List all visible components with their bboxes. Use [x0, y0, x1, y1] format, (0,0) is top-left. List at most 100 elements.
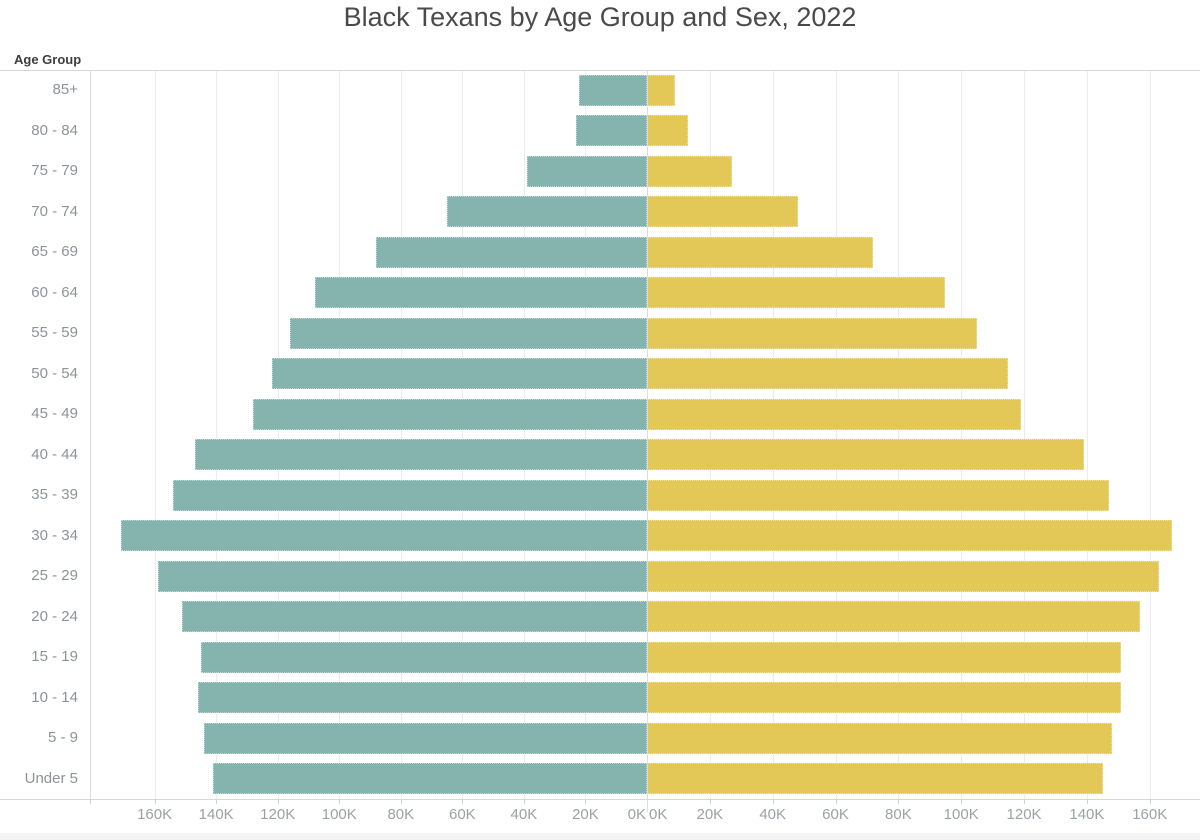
chart-title: Black Texans by Age Group and Sex, 2022	[343, 2, 857, 32]
gridline-right-120k	[1024, 71, 1026, 799]
bar-right-60-64[interactable]	[647, 277, 946, 309]
tick-label-right-0K: 0K	[649, 806, 668, 823]
bar-right-40-44[interactable]	[647, 439, 1084, 471]
age-group-label[interactable]: 70 - 74	[31, 202, 78, 220]
bar-right-75-79[interactable]	[647, 155, 732, 187]
bar-left-85+[interactable]	[579, 74, 647, 106]
tick-label-right-140K: 140K	[1069, 806, 1105, 823]
bar-right-5-9[interactable]	[647, 722, 1113, 754]
age-group-label[interactable]: 40 - 44	[31, 445, 78, 463]
gridline-right-20k	[709, 71, 711, 799]
bar-left-20-24[interactable]	[182, 601, 647, 633]
gridline-left-20k	[585, 71, 587, 799]
bar-left-40-44[interactable]	[194, 439, 647, 471]
gridline-left-120k	[277, 71, 279, 799]
bar-left-65-69[interactable]	[376, 236, 647, 268]
bar-left-Under5[interactable]	[213, 763, 647, 795]
tick-mark-right-160K	[1149, 799, 1151, 804]
tick-label-right-160K: 160K	[1132, 806, 1168, 823]
bar-left-5-9[interactable]	[203, 722, 647, 754]
age-group-axis-title: Age Group	[14, 52, 82, 67]
gridline-left-60k	[462, 71, 464, 799]
bar-left-50-54[interactable]	[271, 358, 647, 390]
bar-left-25-29[interactable]	[157, 560, 647, 592]
gridline-left-80k	[400, 71, 402, 799]
age-group-label[interactable]: 15 - 19	[31, 648, 78, 665]
age-group-label[interactable]: 35 - 39	[31, 486, 78, 503]
bottom-edge-strip	[0, 833, 1200, 840]
tick-mark-left-160K	[154, 799, 156, 804]
age-group-label[interactable]: 75 - 79	[31, 162, 78, 179]
bar-right-70-74[interactable]	[647, 196, 798, 228]
bar-right-85+[interactable]	[647, 74, 676, 106]
left-pane-border	[90, 70, 91, 804]
gridline-left-40k	[523, 71, 525, 799]
bar-right-15-19[interactable]	[647, 641, 1122, 673]
tick-mark-right-140K	[1086, 799, 1088, 804]
age-group-label[interactable]: 85+	[52, 81, 78, 98]
gridline-right-40k	[772, 71, 774, 799]
bar-right-25-29[interactable]	[647, 560, 1160, 592]
gridline-left-100k	[339, 71, 341, 799]
bar-right-10-14[interactable]	[647, 682, 1122, 714]
bar-left-80-84[interactable]	[576, 115, 647, 147]
tick-mark-right-100K	[961, 799, 963, 804]
tick-mark-left-100K	[339, 799, 341, 804]
age-group-label[interactable]: 60 - 64	[31, 283, 78, 301]
age-group-label[interactable]: 10 - 14	[31, 688, 78, 706]
bar-left-45-49[interactable]	[253, 398, 647, 430]
tick-mark-right-40K	[772, 799, 774, 804]
tick-label-right-40K: 40K	[759, 806, 787, 823]
age-group-label[interactable]: 30 - 34	[31, 526, 78, 544]
plot-top-border	[0, 70, 1200, 71]
age-group-label[interactable]: 55 - 59	[31, 324, 78, 341]
age-group-label[interactable]: 45 - 49	[31, 405, 78, 422]
age-group-label[interactable]: Under 5	[24, 769, 78, 787]
tick-label-left-20K: 20K	[572, 806, 599, 823]
tick-mark-left-140K	[216, 799, 218, 804]
tick-label-left-60K: 60K	[448, 806, 476, 823]
bar-right-80-84[interactable]	[647, 115, 688, 147]
age-group-label[interactable]: 20 - 24	[31, 607, 78, 625]
tick-mark-left-40K	[523, 799, 525, 804]
tick-label-left-80K: 80K	[387, 806, 415, 823]
center-axis-divider	[647, 70, 648, 812]
bar-left-55-59[interactable]	[290, 317, 647, 349]
bar-right-50-54[interactable]	[647, 358, 1009, 390]
tick-label-left-160K: 160K	[137, 806, 173, 823]
age-group-label[interactable]: 5 - 9	[47, 729, 78, 746]
tick-label-right-60K: 60K	[822, 806, 849, 823]
age-group-label[interactable]: 80 - 84	[31, 121, 78, 139]
bar-right-65-69[interactable]	[647, 236, 874, 268]
bar-left-15-19[interactable]	[200, 641, 647, 673]
bar-left-10-14[interactable]	[197, 682, 647, 714]
age-group-label[interactable]: 50 - 54	[31, 364, 78, 382]
gridline-right-60k	[835, 71, 837, 799]
bar-left-70-74[interactable]	[446, 196, 647, 228]
bar-right-30-34[interactable]	[647, 520, 1172, 552]
bar-right-35-39[interactable]	[647, 479, 1109, 511]
tick-mark-left-60K	[462, 799, 464, 804]
bar-left-75-79[interactable]	[526, 155, 647, 187]
bar-right-55-59[interactable]	[647, 317, 977, 349]
gridline-right-80k	[898, 71, 900, 799]
bar-right-45-49[interactable]	[647, 398, 1021, 430]
tick-label-left-100K: 100K	[321, 806, 357, 823]
age-group-label[interactable]: 25 - 29	[31, 567, 78, 584]
tick-label-right-20K: 20K	[696, 806, 724, 823]
tick-mark-left-120K	[277, 799, 279, 804]
age-group-label[interactable]: 65 - 69	[31, 243, 78, 260]
gridline-right-140k	[1086, 71, 1088, 799]
bar-right-20-24[interactable]	[647, 601, 1141, 633]
bar-left-30-34[interactable]	[120, 520, 647, 552]
tick-label-right-120K: 120K	[1006, 806, 1042, 823]
bar-left-35-39[interactable]	[173, 479, 647, 511]
gridline-left-160k	[154, 71, 156, 799]
tick-mark-right-60K	[835, 799, 837, 804]
tick-mark-right-80K	[898, 799, 900, 804]
tick-label-left-140K: 140K	[198, 806, 234, 823]
gridline-right-100k	[961, 71, 963, 799]
bar-left-60-64[interactable]	[314, 277, 647, 309]
tick-mark-right-120K	[1024, 799, 1026, 804]
bar-right-Under5[interactable]	[647, 763, 1103, 795]
